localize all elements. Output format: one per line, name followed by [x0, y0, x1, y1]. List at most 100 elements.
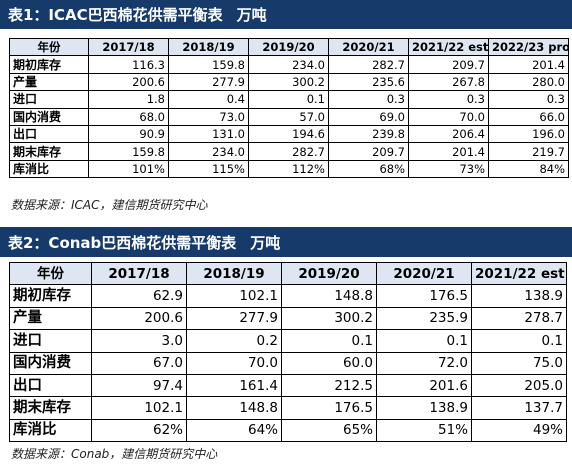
table-cell: 0.1 [281, 329, 377, 353]
table-cell: 101% [88, 159, 169, 179]
table-cell: 282.7 [248, 142, 329, 161]
table-cell: 1.8 [88, 90, 169, 109]
table-cell: 62.9 [91, 284, 187, 308]
column-header: 2020/21 [376, 261, 472, 286]
table-cell: 138.9 [376, 396, 472, 420]
table-cell: 69.0 [328, 107, 409, 126]
table-row: 库消比 101% 115% 112% 68% 73% 84% [9, 159, 569, 179]
row-label: 国内消费 [9, 351, 92, 375]
row-label: 库消比 [9, 159, 89, 179]
table-cell: 200.6 [91, 306, 187, 331]
table-cell: 201.4 [408, 142, 489, 161]
table1-title: 表1：ICAC巴西棉花供需平衡表 [8, 6, 223, 24]
row-label: 产量 [9, 306, 92, 331]
table-cell: 0.1 [248, 90, 329, 109]
table-cell: 72.0 [376, 351, 472, 375]
table-cell: 0.4 [168, 90, 249, 109]
table1-title-bar: 表1：ICAC巴西棉花供需平衡表 万吨 [0, 0, 572, 29]
table-cell: 234.0 [168, 142, 249, 161]
icac-balance-table: 年份 2017/18 2018/19 2019/20 2020/21 2021/22 es… [9, 37, 569, 179]
table-cell: 112% [248, 159, 329, 179]
table-cell: 68.0 [88, 107, 169, 126]
table-cell: 278.7 [471, 306, 567, 331]
table-cell: 102.1 [186, 284, 282, 308]
table-row: 国内消费 68.0 73.0 57.0 69.0 70.0 66.0 [9, 107, 569, 126]
table-cell: 64% [186, 418, 282, 443]
column-header: 2017/18 [91, 261, 187, 286]
table2-title-bar: 表2：Conab巴西棉花供需平衡表 万吨 [0, 227, 572, 257]
table-cell: 239.8 [328, 124, 409, 144]
table-cell: 300.2 [281, 306, 377, 331]
table-cell: 235.6 [328, 72, 409, 92]
table-header-row: 年份 2017/18 2018/19 2019/20 2020/21 2021/22 es… [9, 261, 567, 286]
table-cell: 235.9 [376, 306, 472, 331]
row-label: 国内消费 [9, 107, 89, 126]
table-cell: 66.0 [488, 107, 569, 126]
table-cell: 75.0 [471, 351, 567, 375]
table2-unit: 万吨 [250, 233, 281, 252]
column-header: 2017/18 [88, 37, 169, 57]
table1-source-note: 数据来源：ICAC，建信期货研究中心 [11, 198, 208, 212]
row-label: 期末库存 [9, 396, 92, 420]
row-label: 产量 [9, 72, 89, 92]
table-row: 出口 90.9 131.0 194.6 239.8 206.4 196.0 [9, 124, 569, 144]
table-cell: 201.4 [488, 55, 569, 74]
conab-balance-table: 年份 2017/18 2018/19 2019/20 2020/21 2021/22 es… [9, 261, 567, 443]
table-row: 进口 1.8 0.4 0.1 0.3 0.3 0.3 [9, 90, 569, 109]
table-cell: 115% [168, 159, 249, 179]
table-cell: 0.3 [408, 90, 489, 109]
table1-unit: 万吨 [236, 6, 267, 24]
table-row: 出口 97.4 161.4 212.5 201.6 205.0 [9, 373, 567, 398]
table-cell: 159.8 [168, 55, 249, 74]
table-cell: 102.1 [91, 396, 187, 420]
column-header: 2018/19 [168, 37, 249, 57]
column-header: 2019/20 [248, 37, 329, 57]
table-cell: 148.8 [281, 284, 377, 308]
table-cell: 234.0 [248, 55, 329, 74]
table-cell: 206.4 [408, 124, 489, 144]
table-cell: 176.5 [376, 284, 472, 308]
table-cell: 200.6 [88, 72, 169, 92]
table-row: 进口 3.0 0.2 0.1 0.1 0.1 [9, 329, 567, 353]
row-label: 期初库存 [9, 55, 89, 74]
table-cell: 68% [328, 159, 409, 179]
table-cell: 267.8 [408, 72, 489, 92]
table-cell: 282.7 [328, 55, 409, 74]
row-label: 期初库存 [9, 284, 92, 308]
table-cell: 0.1 [471, 329, 567, 353]
table-cell: 212.5 [281, 373, 377, 398]
table-cell: 277.9 [168, 72, 249, 92]
table-cell: 0.3 [328, 90, 409, 109]
table2-title: 表2：Conab巴西棉花供需平衡表 [8, 233, 237, 252]
header-year-label: 年份 [9, 261, 92, 286]
table-cell: 209.7 [408, 55, 489, 74]
table-cell: 62% [91, 418, 187, 443]
table-cell: 300.2 [248, 72, 329, 92]
table-cell: 67.0 [91, 351, 187, 375]
table-row: 期初库存 116.3 159.8 234.0 282.7 209.7 201.4 [9, 55, 569, 74]
table-cell: 176.5 [281, 396, 377, 420]
table-cell: 161.4 [186, 373, 282, 398]
table-cell: 137.7 [471, 396, 567, 420]
table-row: 产量 200.6 277.9 300.2 235.6 267.8 280.0 [9, 72, 569, 92]
table-cell: 97.4 [91, 373, 187, 398]
table-row: 期末库存 102.1 148.8 176.5 138.9 137.7 [9, 396, 567, 420]
table-cell: 60.0 [281, 351, 377, 375]
row-label: 出口 [9, 373, 92, 398]
table-cell: 0.2 [186, 329, 282, 353]
table-cell: 280.0 [488, 72, 569, 92]
table-cell: 3.0 [91, 329, 187, 353]
table-cell: 70.0 [408, 107, 489, 126]
table-cell: 194.6 [248, 124, 329, 144]
table-cell: 219.7 [488, 142, 569, 161]
table-cell: 196.0 [488, 124, 569, 144]
row-label: 进口 [9, 329, 92, 353]
table-cell: 205.0 [471, 373, 567, 398]
table-cell: 131.0 [168, 124, 249, 144]
table-cell: 49% [471, 418, 567, 443]
table-row: 期末库存 159.8 234.0 282.7 209.7 201.4 219.7 [9, 142, 569, 161]
header-year-label: 年份 [9, 37, 89, 57]
table-cell: 116.3 [88, 55, 169, 74]
table-cell: 277.9 [186, 306, 282, 331]
table-cell: 51% [376, 418, 472, 443]
